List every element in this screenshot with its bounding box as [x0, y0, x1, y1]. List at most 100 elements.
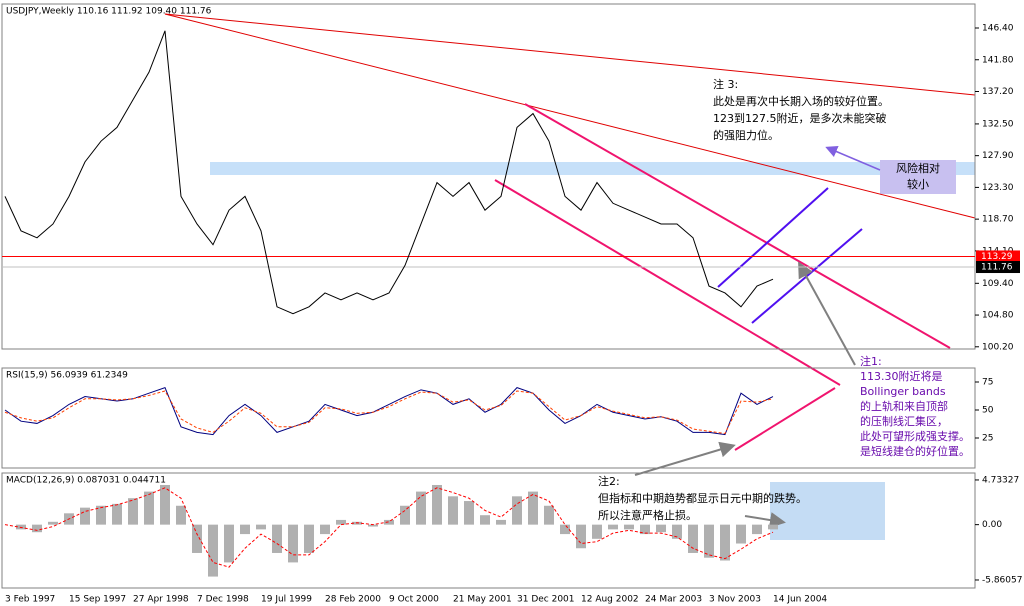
x-tick-label: 28 Feb 2000 — [325, 595, 381, 605]
histogram-bar — [400, 505, 410, 525]
resistance-zone — [210, 162, 975, 175]
histogram-bar — [624, 524, 634, 530]
x-tick-label: 15 Sep 1997 — [69, 595, 126, 605]
histogram-bar — [496, 519, 506, 525]
y-tick-label: 132.50 — [982, 119, 1014, 129]
x-tick-label: 24 Mar 2003 — [645, 595, 702, 605]
histogram-bar — [592, 524, 602, 539]
annotations: 注 3: 此处是再次中长期入场的较好位置。 123到127.5附近，是多次未能突破的… — [598, 77, 970, 522]
histogram-bar — [528, 491, 538, 525]
histogram-bar — [656, 524, 666, 533]
histogram-bar — [720, 524, 730, 561]
y-tick-label: 4.73327 — [982, 475, 1019, 485]
histogram-bar — [368, 524, 378, 527]
note2-box — [770, 482, 885, 540]
y-tick-label: 0.00 — [982, 520, 1002, 530]
x-tick-label: 31 Dec 2001 — [517, 595, 575, 605]
note-text: 此处是再次中长期入场的较好位置。 — [713, 94, 889, 108]
panel-frame — [1, 367, 976, 469]
x-tick-label: 14 Jun 2004 — [773, 595, 827, 605]
rsi-trend-line — [734, 387, 836, 451]
note-text: 113.30附近将是 — [860, 369, 943, 383]
channel-line — [717, 187, 829, 288]
note-text: 的压制线汇集区， — [860, 414, 948, 428]
y-tick-label: 109.40 — [982, 279, 1014, 289]
histogram-bar — [736, 524, 746, 544]
note-text: 较小 — [907, 177, 929, 191]
panel-title: USDJPY,Weekly 110.16 111.92 109.40 111.7… — [6, 7, 212, 17]
histogram-bar — [240, 524, 250, 535]
y-tick-label: 123.30 — [982, 183, 1014, 193]
series-line — [4, 487, 774, 568]
histogram-bar — [96, 505, 106, 525]
histogram-bar — [112, 503, 122, 525]
y-tick-label: 127.90 — [982, 151, 1014, 161]
histogram-bar — [48, 521, 58, 525]
histogram-bar — [432, 484, 442, 525]
panel-frame — [1, 3, 976, 350]
trend-line — [164, 13, 976, 219]
panel-title: MACD(12,26,9) 0.087031 0.044711 — [6, 476, 166, 486]
series-line — [4, 30, 774, 315]
x-tick-label: 19 Jul 1999 — [261, 595, 312, 605]
x-tick-label: 9 Oct 2000 — [389, 595, 439, 605]
note-text: 此处可望形成强支撑。 — [860, 429, 970, 443]
histogram-bar — [512, 496, 522, 525]
histogram-bar — [336, 519, 346, 525]
y-tick-label: 50 — [982, 405, 994, 415]
histogram-bar — [128, 498, 138, 525]
histogram-bar — [288, 524, 298, 563]
y-tick-label: 75 — [982, 377, 993, 387]
note-text: 的上轨和来自顶部 — [860, 399, 948, 413]
y-tick-label: 104.80 — [982, 311, 1014, 321]
x-tick-label: 7 Dec 1998 — [197, 595, 249, 605]
histogram-bar — [224, 524, 234, 563]
price-marker — [976, 250, 1020, 263]
note-text: 注 3: — [713, 77, 738, 91]
x-tick-label: 12 Aug 2002 — [581, 595, 639, 605]
histogram-bar — [704, 524, 714, 558]
histogram-bar — [144, 491, 154, 525]
y-tick-label: -5.86057 — [982, 575, 1022, 585]
note-text: 但指标和中期趋势都显示日元中期的跌势。 — [598, 491, 807, 505]
histogram-bar — [80, 507, 90, 525]
histogram-bar — [752, 524, 762, 535]
y-tick-label: 25 — [982, 433, 993, 443]
histogram-bar — [640, 524, 650, 535]
note-text: Bollinger bands — [860, 385, 946, 398]
histogram-bar — [672, 524, 682, 539]
y-tick-label: 100.20 — [982, 342, 1014, 352]
arrow — [634, 441, 736, 476]
panel-frame — [1, 472, 976, 589]
histogram-bar — [464, 501, 474, 525]
note-text: 注2: — [598, 474, 620, 488]
x-tick-label: 3 Feb 1997 — [5, 595, 55, 605]
trend-line — [164, 13, 976, 96]
histogram-bar — [208, 524, 218, 577]
panel-title: RSI(15,9) 56.0939 61.2349 — [6, 371, 128, 381]
arrow — [798, 261, 856, 366]
histogram-bar — [160, 484, 170, 525]
note-text: 是短线建仓的好位置。 — [860, 444, 970, 458]
histogram-bar — [256, 524, 266, 530]
y-tick-label: 118.70 — [982, 215, 1014, 225]
histogram-bar — [176, 505, 186, 525]
histogram-bar — [608, 524, 618, 530]
note-text: 风险相对 — [896, 161, 940, 175]
price-marker-label: 111.76 — [981, 263, 1013, 273]
histogram-bar — [416, 491, 426, 525]
risk-box — [880, 160, 956, 194]
channel-line — [524, 103, 951, 349]
x-tick-label: 21 May 2001 — [453, 595, 512, 605]
histogram-bar — [304, 524, 314, 553]
note-text: 所以注意严格止损。 — [598, 508, 697, 522]
note-text: 注1: — [860, 354, 882, 368]
channel-line — [494, 179, 841, 386]
series-line — [4, 386, 774, 436]
histogram-bar — [576, 524, 586, 549]
histogram-bar — [384, 519, 394, 525]
x-tick-label: 3 Nov 2003 — [709, 595, 761, 605]
arrow — [744, 512, 786, 528]
y-tick-label: 146.40 — [982, 24, 1014, 34]
histogram-bar — [320, 524, 330, 535]
